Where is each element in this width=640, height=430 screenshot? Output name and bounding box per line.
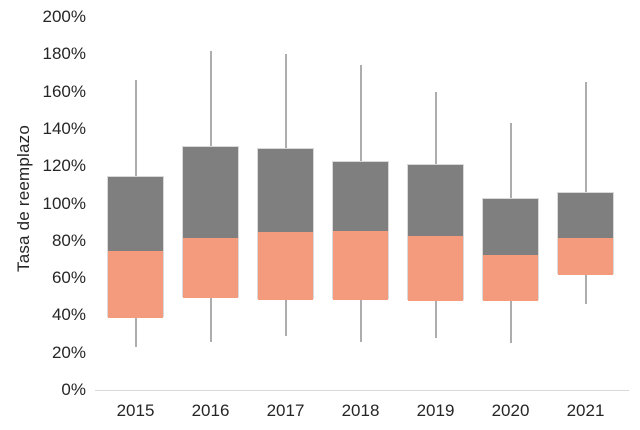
box-group <box>182 145 239 298</box>
box-upper-segment <box>333 161 388 231</box>
box-group <box>407 164 464 302</box>
box-lower-segment <box>258 232 313 300</box>
box-group <box>332 160 389 300</box>
y-tick-label: 200% <box>42 7 86 26</box>
box-upper-segment <box>108 176 163 252</box>
box-group <box>482 197 539 302</box>
box-group <box>257 147 314 300</box>
y-tick-label: 160% <box>42 81 86 101</box>
y-tick-label: 20% <box>51 342 86 362</box>
x-axis-line <box>95 390 629 391</box>
y-tick-label: 180% <box>42 44 86 64</box>
y-tick-label: 80% <box>51 230 86 250</box>
y-tick-label: 100% <box>42 193 86 213</box>
x-tick-label: 2016 <box>191 401 230 420</box>
box-lower-segment <box>483 254 538 302</box>
y-tick-label: 120% <box>42 156 86 176</box>
x-tick-label: 2021 <box>566 401 605 420</box>
box-upper-segment <box>258 148 313 233</box>
box-lower-segment <box>108 251 163 319</box>
x-tick-label: 2019 <box>416 401 455 420</box>
y-tick-label: 40% <box>51 305 86 325</box>
box-upper-segment <box>558 193 613 239</box>
box-upper-segment <box>408 165 463 237</box>
y-tick-label: 0% <box>61 380 86 399</box>
y-tick-label: 60% <box>51 268 86 288</box>
y-tick-label: 140% <box>42 118 86 138</box>
box-lower-segment <box>333 230 388 300</box>
box-lower-segment <box>183 238 238 298</box>
x-tick-label: 2020 <box>491 401 530 420</box>
box-group <box>557 192 614 276</box>
box-lower-segment <box>558 238 613 276</box>
x-tick-label: 2017 <box>266 401 305 420</box>
box-upper-segment <box>483 198 538 255</box>
box-upper-segment <box>183 146 238 239</box>
x-tick-label: 2018 <box>341 401 380 420</box>
box-group <box>107 175 164 319</box>
x-tick-label: 2015 <box>116 401 155 420</box>
box-lower-segment <box>408 236 463 302</box>
